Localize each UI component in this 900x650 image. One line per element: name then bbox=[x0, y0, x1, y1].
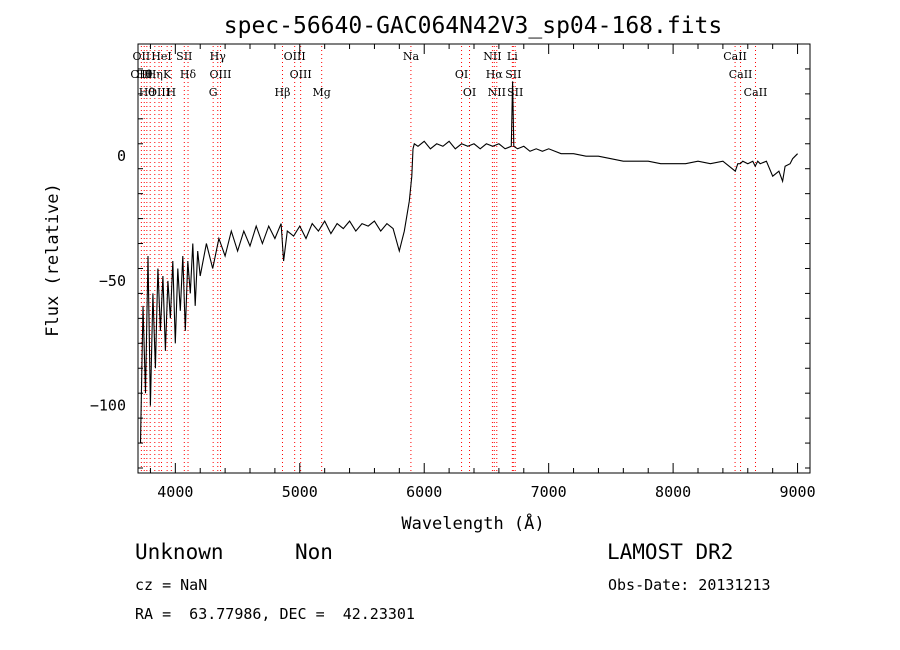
line-label: NII bbox=[488, 86, 506, 99]
line-label: Hθ bbox=[139, 86, 156, 99]
spectral-line-labels: OIIOIIIHθHθHηOIIIHeIKHSIIHδGHγOIIIHβOIII… bbox=[130, 50, 767, 99]
line-label: SII bbox=[176, 50, 192, 63]
x-tick-label: 9000 bbox=[779, 483, 815, 501]
survey-label: LAMOST DR2 bbox=[607, 540, 734, 564]
obs-date: Obs-Date: 20131213 bbox=[608, 576, 771, 594]
y-axis-ticks: −100 −50 0 bbox=[90, 68, 810, 469]
line-label: Hα bbox=[486, 68, 504, 81]
x-tick-label: 7000 bbox=[531, 483, 567, 501]
line-label: HeI bbox=[151, 50, 171, 63]
flux-series-line bbox=[139, 81, 798, 444]
line-label: Li bbox=[507, 50, 518, 63]
x-axis-ticks: 4000 5000 6000 7000 8000 9000 bbox=[149, 44, 816, 501]
line-label: CaII bbox=[744, 86, 768, 99]
x-tick-label: 8000 bbox=[655, 483, 691, 501]
y-axis-label: Flux (relative) bbox=[43, 183, 63, 337]
x-tick-label: 5000 bbox=[282, 483, 318, 501]
line-label: H bbox=[167, 86, 177, 99]
line-label: NII bbox=[483, 50, 501, 63]
line-label: OI bbox=[455, 68, 468, 81]
subclass-label: Non bbox=[295, 540, 333, 564]
coordinates: RA = 63.77986, DEC = 42.23301 bbox=[135, 605, 415, 623]
y-tick-label: −50 bbox=[99, 272, 126, 290]
line-label: OIII bbox=[284, 50, 306, 63]
line-label: Hδ bbox=[180, 68, 197, 81]
line-label: OII bbox=[133, 50, 151, 63]
line-label: Mg bbox=[313, 86, 331, 99]
x-axis-label: Wavelength (Å) bbox=[401, 512, 544, 534]
line-label: Hθ bbox=[136, 68, 153, 81]
line-label: OIII bbox=[130, 68, 152, 81]
line-label: Na bbox=[403, 50, 420, 63]
chart-title: spec-56640-GAC064N42V3_sp04-168.fits bbox=[224, 13, 723, 39]
line-label: K bbox=[163, 68, 172, 81]
line-label: SII bbox=[507, 86, 523, 99]
line-label: OIII bbox=[148, 86, 170, 99]
line-label: OI bbox=[463, 86, 476, 99]
x-tick-label: 6000 bbox=[406, 483, 442, 501]
y-tick-label: 0 bbox=[117, 147, 126, 165]
line-label: G bbox=[209, 86, 218, 99]
line-label: OIII bbox=[290, 68, 312, 81]
plot-frame bbox=[137, 43, 811, 474]
line-label: Hη bbox=[147, 68, 163, 81]
line-label: Hβ bbox=[275, 86, 291, 99]
cz-value: cz = NaN bbox=[135, 576, 208, 594]
class-label: Unknown bbox=[135, 540, 224, 564]
line-label: SII bbox=[505, 68, 521, 81]
y-tick-label: −100 bbox=[90, 397, 126, 415]
spectral-line-markers bbox=[140, 46, 756, 473]
x-tick-label: 4000 bbox=[157, 483, 193, 501]
line-label: CaII bbox=[723, 50, 747, 63]
line-label: Hγ bbox=[210, 50, 227, 63]
line-label: CaII bbox=[729, 68, 753, 81]
line-label: OIII bbox=[209, 68, 231, 81]
